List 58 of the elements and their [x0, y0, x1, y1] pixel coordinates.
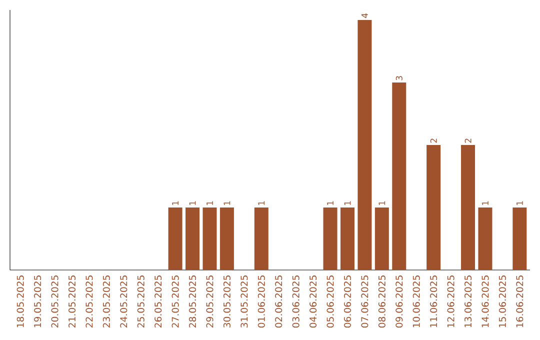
bar — [392, 82, 406, 270]
x-tick-label: 25.05.2025 — [137, 276, 144, 328]
bar — [358, 20, 372, 270]
data-label: 4 — [362, 13, 368, 18]
x-tick-label: 24.05.2025 — [120, 276, 128, 328]
x-tick-label: 20.05.2025 — [51, 276, 58, 328]
x-tick-label: 26.05.2025 — [154, 276, 162, 328]
x-tick-label: 28.05.2025 — [188, 276, 196, 328]
x-tick-label: 15.06.2025 — [498, 276, 506, 328]
data-label: 2 — [430, 138, 437, 143]
x-tick-label: 02.06.2025 — [275, 276, 282, 328]
bar — [461, 145, 476, 270]
data-label: 1 — [189, 201, 196, 205]
x-tick-label: 14.06.2025 — [482, 276, 489, 328]
data-label: 1 — [172, 201, 178, 205]
x-tick-label: 10.06.2025 — [412, 276, 420, 328]
bar — [426, 145, 441, 270]
x-tick-label: 21.05.2025 — [68, 276, 76, 328]
data-label: 1 — [206, 201, 213, 205]
bar — [512, 208, 527, 270]
x-tick-label: 12.06.2025 — [447, 276, 454, 328]
x-tick-label: 19.05.2025 — [34, 276, 42, 328]
x-tick-label: 04.06.2025 — [310, 276, 317, 328]
x-tick-label: 23.05.2025 — [102, 276, 110, 328]
x-tick-label: 16.06.2025 — [516, 276, 524, 328]
x-tick-label: 31.05.2025 — [240, 276, 248, 328]
bar — [202, 208, 217, 270]
x-tick-label: 06.06.2025 — [344, 276, 352, 328]
bar — [374, 208, 389, 270]
bar — [168, 208, 182, 270]
x-tick-label: 07.06.2025 — [361, 276, 368, 328]
data-label: 1 — [224, 201, 230, 205]
data-label: 1 — [378, 201, 386, 205]
data-label: 1 — [482, 201, 488, 205]
bar — [254, 208, 268, 270]
x-tick-label: 18.05.2025 — [16, 276, 24, 328]
data-label: 1 — [516, 201, 523, 205]
x-tick-label: 13.06.2025 — [464, 276, 472, 328]
bar — [323, 208, 338, 270]
x-tick-label: 30.05.2025 — [223, 276, 230, 328]
x-tick-label: 27.05.2025 — [172, 276, 179, 328]
bar — [186, 208, 200, 270]
x-tick-label: 01.06.2025 — [258, 276, 265, 328]
data-label: 1 — [258, 201, 265, 205]
bar — [340, 208, 354, 270]
data-label: 3 — [396, 76, 402, 80]
bar — [220, 208, 234, 270]
x-tick-label: 29.05.2025 — [206, 276, 214, 328]
x-tick-label: 03.06.2025 — [292, 276, 300, 328]
x-tick-label: 09.06.2025 — [396, 276, 403, 328]
x-tick-label: 11.06.2025 — [430, 276, 438, 328]
data-label: 1 — [327, 201, 334, 205]
bar — [478, 208, 492, 270]
x-tick-label: 05.06.2025 — [326, 276, 334, 328]
x-tick-label: 08.06.2025 — [378, 276, 386, 328]
data-label: 1 — [344, 201, 351, 205]
data-label: 2 — [464, 138, 472, 143]
x-tick-label: 22.05.2025 — [86, 276, 93, 328]
